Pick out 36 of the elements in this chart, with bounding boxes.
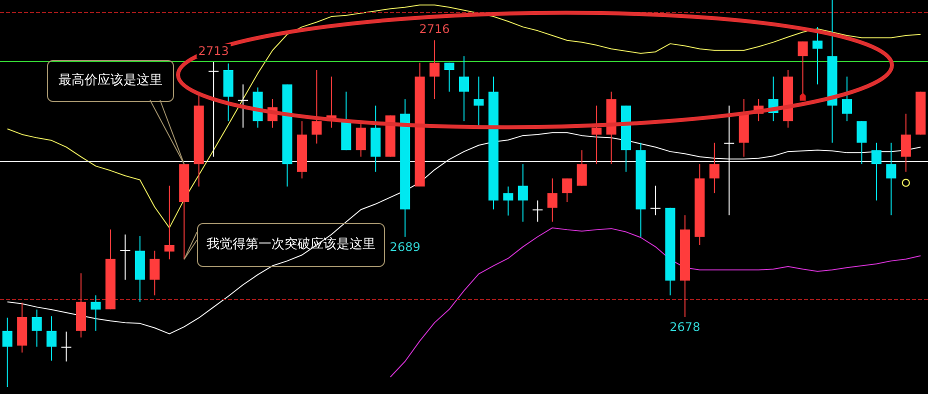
candlestick	[812, 26, 823, 85]
candlestick	[474, 76, 484, 127]
annotation: 最高价应该是这里	[47, 60, 174, 102]
candlestick	[576, 150, 587, 186]
annotation: 2678	[668, 320, 702, 334]
candlestick	[900, 113, 911, 172]
candlestick	[61, 331, 72, 362]
candlestick	[709, 142, 720, 194]
candlestick	[856, 120, 867, 165]
candlestick	[150, 250, 160, 296]
candlestick	[238, 84, 248, 128]
candlestick	[592, 105, 602, 165]
candlestick	[871, 142, 882, 201]
candlestick	[842, 76, 852, 122]
candlestick	[650, 185, 660, 216]
candlestick	[458, 56, 470, 122]
annotation: 2716	[417, 22, 452, 36]
candlestick	[120, 234, 130, 280]
candlestick	[430, 40, 440, 100]
candlestick	[312, 70, 322, 144]
candlestick	[164, 185, 174, 260]
candlestick	[32, 309, 42, 348]
candlestick	[562, 178, 572, 203]
candlestick	[724, 105, 734, 216]
candlestick	[518, 164, 528, 222]
candlestick	[46, 316, 57, 362]
candlestick	[503, 186, 514, 216]
candlestick	[532, 200, 543, 222]
candlestick	[547, 178, 558, 222]
candlestick	[208, 61, 219, 158]
candlestick	[90, 294, 101, 332]
annotation: 2689	[388, 240, 422, 254]
candlestick	[444, 62, 454, 92]
annotation: 2713	[196, 44, 231, 58]
candlestick	[2, 317, 12, 388]
candlestick	[886, 142, 896, 216]
